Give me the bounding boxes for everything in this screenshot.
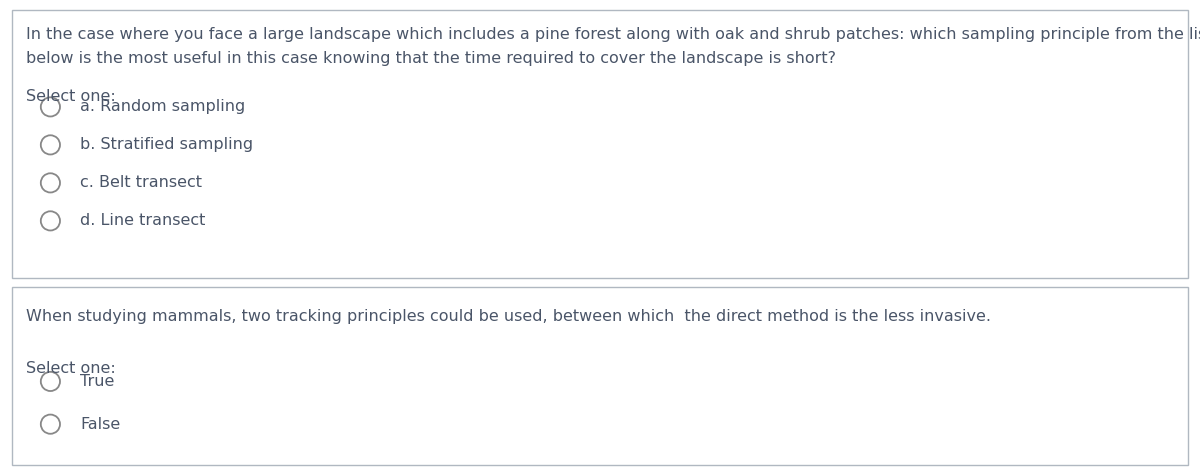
Text: True: True — [80, 374, 115, 389]
Text: a. Random sampling: a. Random sampling — [80, 99, 246, 114]
FancyBboxPatch shape — [12, 10, 1188, 278]
Text: d. Line transect: d. Line transect — [80, 213, 205, 228]
Text: Select one:: Select one: — [26, 361, 116, 376]
Text: c. Belt transect: c. Belt transect — [80, 175, 203, 190]
FancyBboxPatch shape — [12, 287, 1188, 465]
Text: When studying mammals, two tracking principles could be used, between which  the: When studying mammals, two tracking prin… — [26, 309, 991, 324]
Text: below is the most useful in this case knowing that the time required to cover th: below is the most useful in this case kn… — [26, 51, 836, 66]
Text: False: False — [80, 417, 121, 432]
Text: Select one:: Select one: — [26, 89, 116, 104]
Text: In the case where you face a large landscape which includes a pine forest along : In the case where you face a large lands… — [26, 27, 1200, 42]
Text: b. Stratified sampling: b. Stratified sampling — [80, 137, 253, 152]
